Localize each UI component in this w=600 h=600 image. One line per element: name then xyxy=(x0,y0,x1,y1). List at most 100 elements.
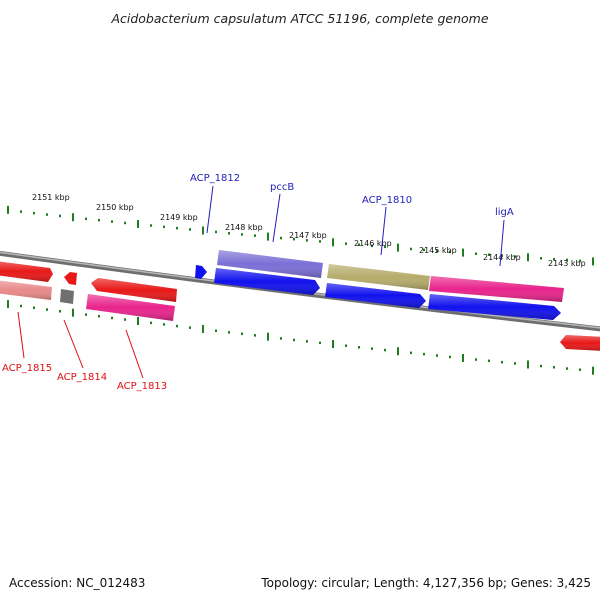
ruler-tick-top-minor xyxy=(85,217,87,221)
gene-label-liga[interactable]: ligA xyxy=(495,207,514,218)
ruler-tick-bottom-minor xyxy=(358,346,360,349)
ruler-tick-top-minor xyxy=(59,214,61,218)
ruler-tick-top-minor xyxy=(436,249,438,253)
ruler-tick-top-minor xyxy=(475,252,477,255)
gene-label-acp1814[interactable]: ACP_1814 xyxy=(57,372,107,383)
ruler-tick-bottom-major xyxy=(7,300,9,309)
kbp-label-2150: 2150 kbp xyxy=(96,203,134,212)
ruler-tick-top-major xyxy=(527,253,529,262)
ruler-tick-bottom-minor xyxy=(475,358,477,361)
map-title: Acidobacterium capsulatum ATCC 51196, co… xyxy=(110,11,488,26)
ruler-tick-bottom-minor xyxy=(176,324,178,328)
ruler-tick-bottom-minor xyxy=(254,334,256,337)
ruler-tick-bottom-minor xyxy=(345,344,347,347)
ruler-tick-top-minor xyxy=(345,242,347,245)
ruler-tick-top-minor xyxy=(33,211,35,215)
ruler-tick-top-major xyxy=(592,257,594,266)
ruler-tick-bottom-major xyxy=(332,340,334,349)
ruler-tick-bottom-minor xyxy=(241,332,243,336)
kbp-label-2143: 2143 kbp xyxy=(548,259,586,268)
ruler-tick-top-minor xyxy=(449,250,451,254)
topology-text: Topology: circular; Length: 4,127,356 bp… xyxy=(260,576,591,590)
ruler-tick-bottom-major xyxy=(202,325,204,333)
kbp-label-2147: 2147 kbp xyxy=(289,231,327,240)
ruler-tick-top-minor xyxy=(98,218,100,222)
ruler-tick-top-minor xyxy=(514,255,516,258)
ruler-tick-bottom-minor xyxy=(20,304,22,308)
ruler-tick-top-major xyxy=(202,226,204,235)
ruler-tick-bottom-major xyxy=(592,366,594,375)
ruler-tick-bottom-major xyxy=(462,354,464,362)
gene-label-acp1815[interactable]: ACP_1815 xyxy=(2,363,52,374)
ruler-tick-top-minor xyxy=(46,213,48,216)
ruler-tick-top-major xyxy=(397,243,399,252)
accession-text: Accession: NC_012483 xyxy=(9,576,145,590)
ruler-tick-top-major xyxy=(72,213,74,222)
ruler-tick-bottom-minor xyxy=(579,368,581,371)
ruler-tick-bottom-major xyxy=(267,332,269,341)
gene-label-acp1810[interactable]: ACP_1810 xyxy=(362,195,412,206)
leader-acp1813 xyxy=(125,329,144,379)
ruler-tick-bottom-minor xyxy=(163,323,165,326)
ruler-tick-top-minor xyxy=(488,253,490,256)
ruler-tick-bottom-minor xyxy=(280,337,282,340)
leader-pccb xyxy=(272,193,281,243)
ruler-tick-top-minor xyxy=(163,225,165,229)
ruler-tick-top-minor xyxy=(176,226,178,230)
ruler-tick-top-minor xyxy=(215,230,217,234)
ruler-tick-bottom-minor xyxy=(306,340,308,343)
ruler-tick-bottom-minor xyxy=(436,354,438,357)
kbp-label-2149: 2149 kbp xyxy=(160,213,198,222)
feature-red-small-arrow[interactable] xyxy=(64,272,77,285)
ruler-tick-bottom-minor xyxy=(410,351,412,355)
feature-gray-block[interactable] xyxy=(60,289,74,304)
ruler-tick-top-minor xyxy=(293,237,295,241)
ruler-tick-top-major xyxy=(462,248,464,257)
ruler-tick-bottom-major xyxy=(72,308,74,317)
ruler-tick-bottom-minor xyxy=(124,318,126,321)
ruler-tick-bottom-minor xyxy=(449,355,451,359)
ruler-tick-top-minor xyxy=(150,224,152,227)
ruler-tick-bottom-minor xyxy=(111,316,113,320)
ruler-tick-bottom-minor xyxy=(33,306,35,309)
gene-label-pccb[interactable]: pccB xyxy=(270,182,294,193)
gene-label-acp1813[interactable]: ACP_1813 xyxy=(117,381,167,392)
ruler-tick-bottom-minor xyxy=(46,308,48,311)
ruler-tick-top-minor xyxy=(306,239,308,242)
ruler-tick-bottom-minor xyxy=(150,321,152,325)
ruler-tick-bottom-minor xyxy=(423,352,425,356)
leader-acp1810 xyxy=(380,206,387,256)
kbp-label-2144: 2144 kbp xyxy=(483,253,521,262)
ruler-tick-bottom-major xyxy=(397,347,399,356)
ruler-tick-bottom-minor xyxy=(319,341,321,345)
ruler-tick-bottom-minor xyxy=(215,329,217,332)
ruler-tick-top-minor xyxy=(358,243,360,246)
ruler-tick-top-minor xyxy=(540,257,542,260)
leader-liga xyxy=(499,219,505,267)
ruler-tick-top-minor xyxy=(384,245,386,249)
gene-label-acp1812[interactable]: ACP_1812 xyxy=(190,173,240,184)
ruler-tick-bottom-minor xyxy=(540,364,542,368)
ruler-tick-bottom-minor xyxy=(59,310,61,313)
ruler-tick-top-minor xyxy=(189,228,191,231)
gene-features xyxy=(0,250,600,351)
kbp-label-2146: 2146 kbp xyxy=(354,239,392,248)
kbp-label-2145: 2145 kbp xyxy=(419,246,457,255)
ruler-tick-bottom-minor xyxy=(553,366,555,369)
ruler-tick-bottom-minor xyxy=(85,313,87,316)
feature-blue-small-arrow[interactable] xyxy=(195,265,207,279)
ruler-tick-top-minor xyxy=(371,244,373,248)
ruler-tick-top-major xyxy=(332,238,334,247)
ruler-tick-bottom-major xyxy=(527,360,529,369)
ruler-tick-top-minor xyxy=(423,248,425,252)
leader-acp1815 xyxy=(17,311,25,359)
leader-acp1814 xyxy=(63,319,84,369)
ruler-tick-top-major xyxy=(7,205,9,214)
ruler-tick-top-minor xyxy=(111,220,113,223)
ruler-tick-bottom-minor xyxy=(189,326,191,329)
ruler-tick-bottom-minor xyxy=(384,348,386,352)
ruler-tick-top-minor xyxy=(254,234,256,237)
ruler-tick-bottom-minor xyxy=(566,367,568,370)
ruler-tick-top-minor xyxy=(228,232,230,235)
ruler-tick-top-minor xyxy=(566,258,568,262)
